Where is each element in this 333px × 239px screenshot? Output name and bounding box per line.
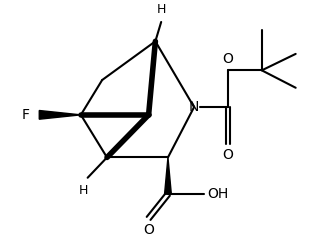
Polygon shape [165,158,171,194]
Polygon shape [39,110,81,119]
Text: O: O [222,53,233,66]
Text: H: H [79,184,89,196]
Text: H: H [157,3,166,16]
Text: O: O [222,148,233,162]
Text: N: N [189,100,199,114]
Text: OH: OH [207,187,229,201]
Text: O: O [143,223,154,237]
Text: F: F [22,108,30,122]
